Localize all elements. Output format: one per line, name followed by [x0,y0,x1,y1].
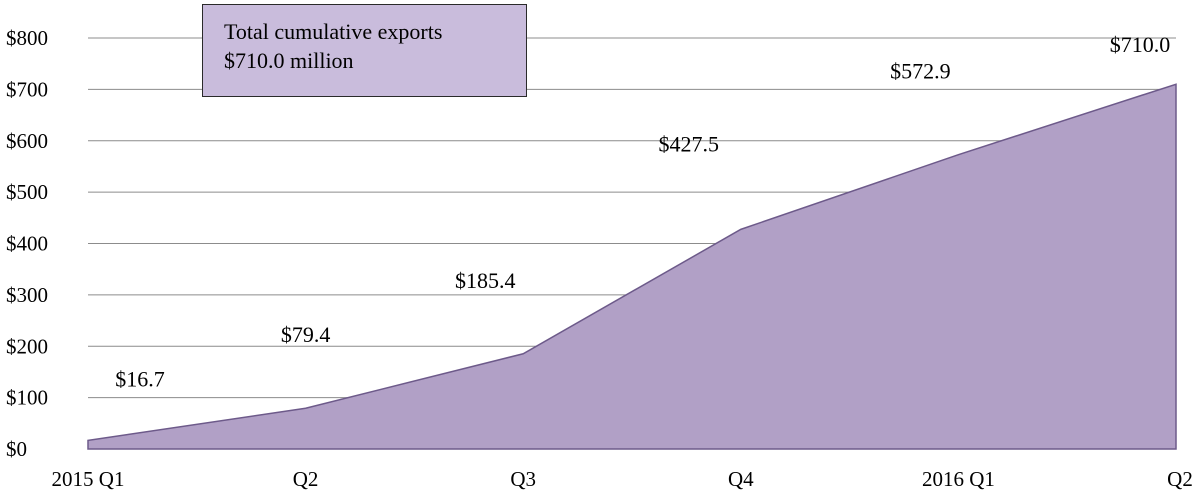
y-tick-label: $400 [6,232,48,256]
annotation-line-1: Total cumulative exports [224,19,443,44]
gridlines [88,37,1176,450]
data-label: $572.9 [890,59,951,84]
data-label: $427.5 [659,131,720,156]
area-fill [87,83,1177,450]
x-axis-ticks: 2015 Q1 Q2 Q3 Q4 2016 Q1 Q2 [52,467,1193,491]
y-tick-label: $800 [6,26,48,50]
area-series [87,83,1177,450]
y-tick-label: $500 [6,180,48,204]
x-tick-label: Q2 [1167,467,1193,491]
data-label: $710.0 [1110,32,1171,57]
x-tick-label: 2016 Q1 [922,467,995,491]
x-tick-label: Q2 [293,467,319,491]
y-tick-label: $100 [6,386,48,410]
y-tick-label: $300 [6,283,48,307]
data-label: $185.4 [455,268,516,293]
y-tick-label: $600 [6,129,48,153]
data-labels: $16.7 $79.4 $185.4 $427.5 $572.9 $710.0 [115,32,1170,391]
y-tick-label: $0 [6,437,27,461]
x-tick-label: Q4 [728,467,754,491]
x-tick-label: Q3 [510,467,536,491]
data-label: $16.7 [115,366,165,391]
y-tick-label: $200 [6,334,48,358]
y-axis-ticks: $0 $100 $200 $300 $400 $500 $600 $700 $800 [6,26,48,461]
data-label: $79.4 [281,322,331,347]
total-exports-annotation: Total cumulative exports $710.0 million [202,4,527,97]
annotation-line-2: $710.0 million [224,48,354,73]
y-tick-label: $700 [6,77,48,101]
x-tick-label: 2015 Q1 [52,467,125,491]
